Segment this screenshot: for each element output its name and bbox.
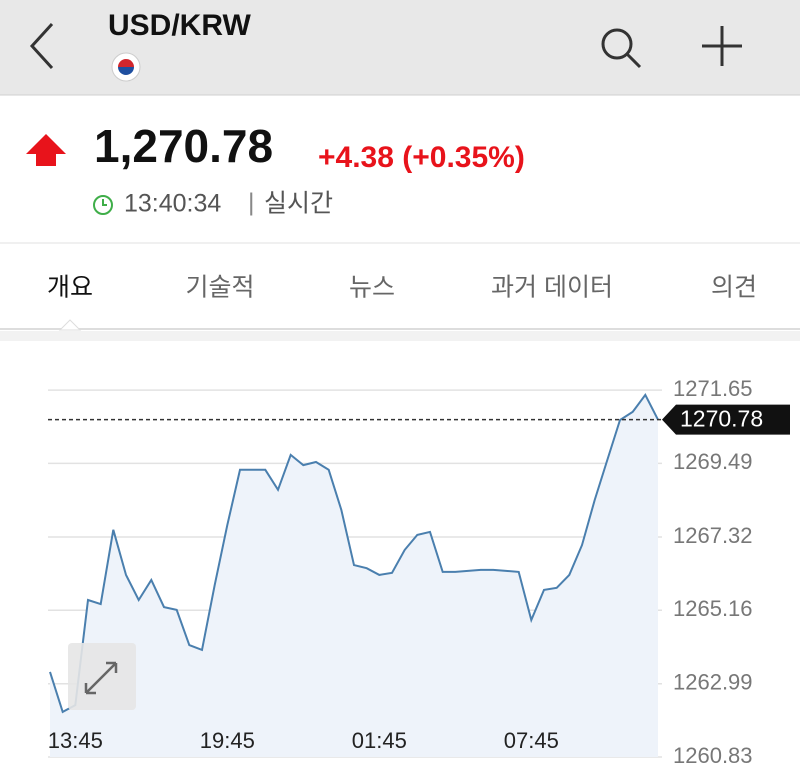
price: 1,270.78	[94, 120, 273, 172]
status: 실시간	[264, 190, 333, 218]
tab[interactable]: 기술적	[185, 274, 254, 302]
shadow	[0, 331, 800, 341]
chart: 1260.83 1262.99 1265.16 1267.32 1269.49 1271.…	[48, 376, 790, 768]
x-tick-label: 07:45	[504, 728, 559, 753]
x-tick-label: 13:45	[48, 728, 103, 753]
tab[interactable]: 의견	[711, 274, 757, 302]
y-tick-label: 1271.65	[673, 376, 753, 401]
flag-icon	[111, 52, 141, 82]
current-price-tag	[662, 404, 790, 435]
time: 13:40:34	[124, 190, 221, 218]
separator: |	[248, 189, 255, 217]
tab[interactable]: 과거 데이터	[491, 274, 613, 302]
area	[50, 394, 658, 757]
y-tick-label: 1262.99	[673, 670, 753, 695]
back-button[interactable]	[29, 22, 54, 70]
expand-button[interactable]	[68, 643, 136, 710]
up-arrow	[26, 134, 66, 166]
y-tick-label: 1269.49	[673, 449, 753, 474]
y-tick-label: 1260.83	[673, 743, 753, 768]
y-tick-label: 1267.32	[673, 523, 753, 548]
tab-pointer	[58, 319, 82, 331]
tab-bar: 개요 기술적 뉴스 과거 데이터 의견	[47, 274, 757, 302]
tab[interactable]: 뉴스	[349, 274, 395, 302]
header-title: USD/KRW	[108, 9, 251, 42]
price-change: +4.38 (+0.35%)	[318, 141, 525, 174]
x-tick-label: 19:45	[200, 728, 255, 753]
tab[interactable]: 개요	[47, 274, 93, 302]
add-button[interactable]	[702, 26, 742, 66]
current-price-label: 1270.78	[680, 406, 763, 432]
y-tick-label: 1265.16	[673, 596, 753, 621]
search-button[interactable]	[601, 28, 642, 69]
x-tick-label: 01:45	[352, 728, 407, 753]
clock-icon	[93, 195, 113, 215]
line	[49, 393, 659, 714]
